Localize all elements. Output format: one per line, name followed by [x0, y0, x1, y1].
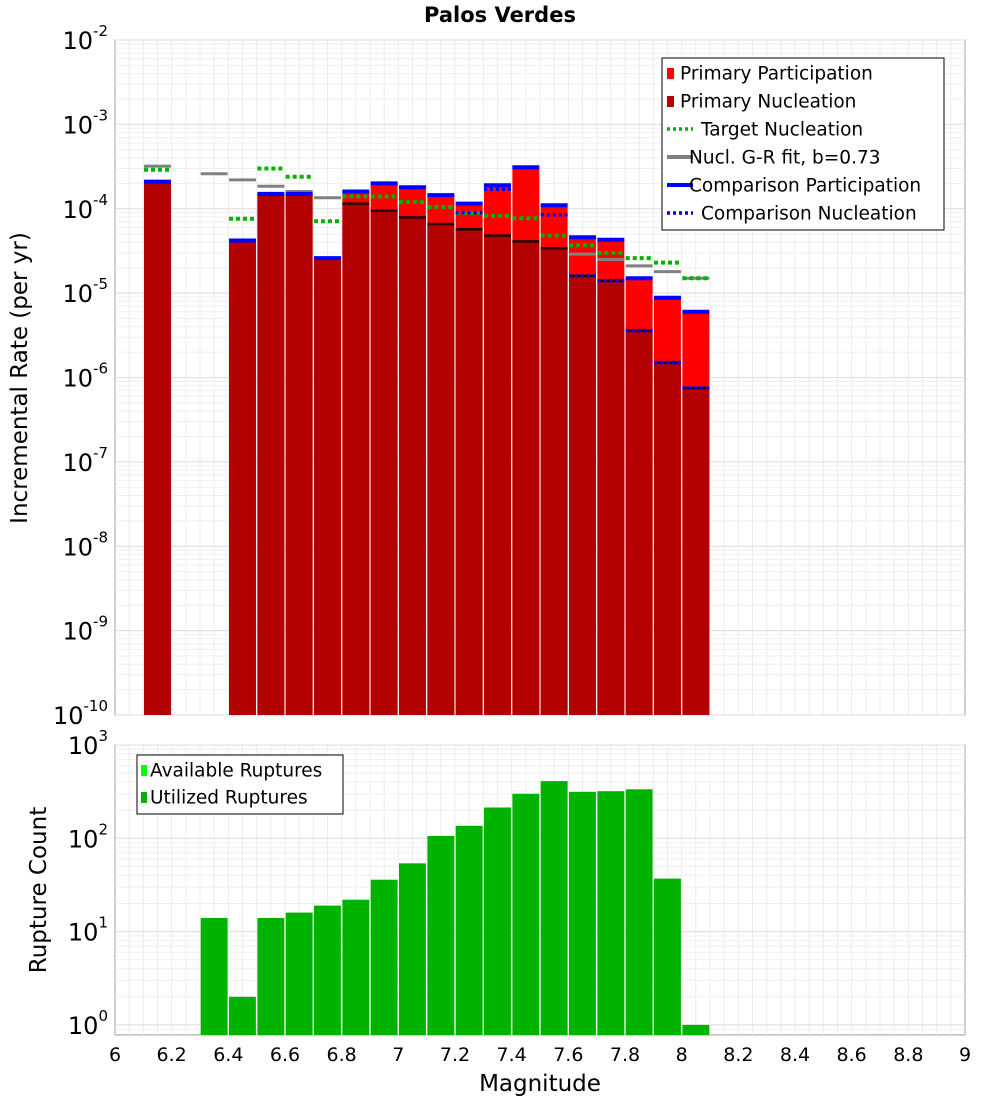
x-tick-label: 8.8	[893, 1044, 923, 1066]
x-tick-label: 7.2	[440, 1044, 470, 1066]
rupture-count-bar	[342, 899, 370, 1035]
rate-chart-marks	[144, 164, 710, 716]
nucleation-bar	[229, 240, 256, 715]
rate-y-tick-label: 10-4	[62, 191, 108, 224]
rate-legend-label: Nucl. G-R fit, b=0.73	[689, 148, 881, 169]
count-legend-box	[136, 754, 344, 815]
rupture-count-bar	[370, 879, 398, 1035]
rupture-count-bar	[257, 918, 285, 1035]
rate-y-tick-label: 10-6	[62, 360, 108, 393]
rate-y-tick-labels: 10-10 10-9 10-8 10-7 10-6 10-5 10-4 10-3 10-2	[53, 22, 108, 730]
rate-legend-swatch	[667, 68, 674, 79]
rupture-count-bar	[399, 863, 426, 1035]
rate-y-tick-label: 10-9	[62, 613, 108, 646]
count-legend-swatch	[141, 765, 147, 776]
rate-legend-label: Comparison Nucleation	[701, 204, 917, 225]
rupture-count-bar	[229, 996, 256, 1035]
nucleation-bar	[342, 203, 370, 715]
rate-y-tick-label: 10-2	[62, 22, 108, 55]
nucleation-bar	[285, 193, 313, 715]
rate-legend-label: Target Nucleation	[700, 120, 863, 141]
nucleation-bar	[597, 280, 625, 715]
count-y-tick-label: 101	[68, 914, 108, 947]
rupture-count-bar	[654, 878, 681, 1035]
nucleation-bar	[625, 330, 653, 715]
count-chart-marks	[200, 781, 710, 1035]
nucleation-bar	[427, 224, 455, 715]
count-panel: 100 101 102 103 6 6.2 6.4 6.6 6.8 7 7.2 7.4 7.6 7.8 8…	[26, 727, 971, 1097]
x-tick-label: 9	[959, 1044, 971, 1066]
nucleation-bar	[144, 181, 171, 716]
nucleation-bar	[569, 275, 596, 715]
rupture-count-bar	[540, 781, 568, 1035]
nucleation-bar	[257, 193, 285, 715]
x-tick-label: 6.6	[270, 1044, 300, 1066]
nucleation-bar	[314, 258, 341, 715]
rupture-count-bar	[455, 825, 483, 1035]
count-y-tick-label: 102	[68, 820, 108, 853]
x-tick-label: 7.8	[610, 1044, 640, 1066]
nucleation-bar	[399, 217, 426, 715]
x-axis-label: Magnitude	[479, 1071, 601, 1097]
nucleation-bar	[484, 235, 511, 715]
x-tick-label: 7	[392, 1044, 404, 1066]
rate-y-tick-label: 10-10	[53, 697, 108, 730]
rate-y-tick-label: 10-5	[62, 275, 108, 308]
rate-legend-label: Primary Participation	[680, 64, 873, 85]
chart-title: Palos Verdes	[424, 3, 576, 27]
nucleation-bar	[654, 362, 681, 715]
count-legend-label: Available Ruptures	[150, 761, 322, 782]
rupture-count-bar	[484, 807, 511, 1035]
nucleation-bar	[370, 210, 398, 715]
rate-y-axis-label: Incremental Rate (per yr)	[7, 232, 33, 524]
x-tick-label: 6.8	[327, 1044, 357, 1066]
rate-legend-swatch	[667, 96, 674, 107]
x-tick-label: 8	[676, 1044, 688, 1066]
rate-y-tick-label: 10-7	[62, 444, 108, 477]
rate-legend: Primary Participation Primary Nucleation T…	[661, 57, 945, 231]
count-legend-swatch	[141, 792, 147, 803]
rupture-count-bar	[285, 912, 313, 1035]
rupture-count-bar	[597, 791, 625, 1035]
x-tick-label: 7.6	[553, 1044, 583, 1066]
count-legend: Available Ruptures Utilized Ruptures	[136, 754, 344, 815]
rupture-count-bar	[427, 835, 455, 1035]
x-tick-labels: 6 6.2 6.4 6.6 6.8 7 7.2 7.4 7.6 7.8 8 8.2 8.4 8.6 8.8 9	[109, 1044, 971, 1066]
rupture-count-bar	[314, 905, 341, 1035]
x-tick-label: 6.4	[213, 1044, 243, 1066]
count-y-tick-label: 103	[68, 727, 108, 760]
rate-y-tick-label: 10-8	[62, 528, 108, 561]
x-tick-label: 8.2	[723, 1044, 753, 1066]
rupture-count-bar	[682, 1024, 710, 1035]
rupture-count-bar	[625, 789, 653, 1035]
rupture-count-bar	[569, 791, 596, 1035]
count-legend-label: Utilized Ruptures	[150, 788, 308, 809]
count-y-tick-labels: 100 101 102 103	[68, 727, 108, 1040]
rate-y-tick-label: 10-3	[62, 106, 108, 139]
x-tick-label: 8.6	[837, 1044, 867, 1066]
rate-legend-label: Comparison Participation	[689, 176, 921, 197]
nucleation-bar	[540, 248, 568, 716]
rupture-count-bar	[200, 918, 228, 1035]
nucleation-bar	[512, 241, 540, 715]
nucleation-bar	[682, 388, 710, 715]
count-y-tick-label: 100	[68, 1007, 108, 1040]
rupture-count-bar	[512, 793, 540, 1035]
rate-legend-label: Primary Nucleation	[680, 92, 856, 113]
count-y-axis-label: Rupture Count	[26, 807, 52, 973]
nucleation-bar	[455, 229, 483, 716]
x-tick-label: 6.2	[157, 1044, 187, 1066]
x-tick-label: 6	[109, 1044, 121, 1066]
x-tick-label: 8.4	[780, 1044, 810, 1066]
rate-panel: 10-10 10-9 10-8 10-7 10-6 10-5 10-4 10-3 10-2 In…	[7, 22, 966, 730]
rate-legend-box	[661, 57, 945, 231]
x-tick-label: 7.4	[497, 1044, 527, 1066]
